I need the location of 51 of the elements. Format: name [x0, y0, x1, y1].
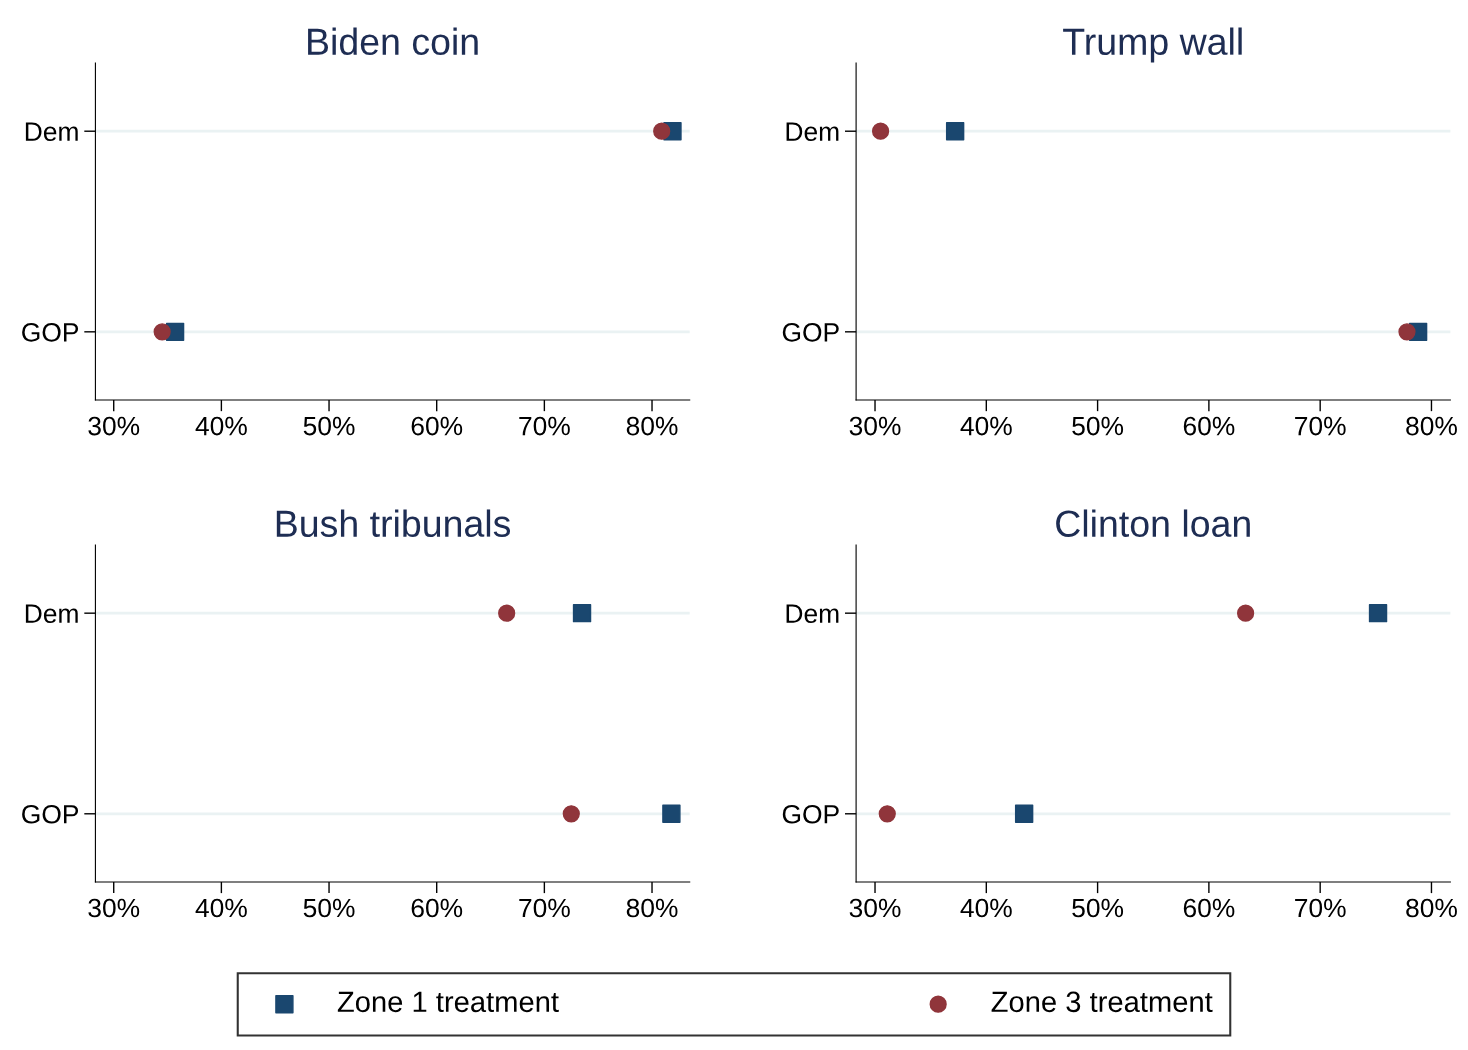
x-tick-label: 70%: [1295, 416, 1346, 436]
x-tick-label: 60%: [1183, 898, 1235, 918]
x-tick-label: 50%: [303, 898, 355, 918]
x-tick-label: 70%: [519, 898, 570, 918]
x-tick-label: 80%: [626, 416, 678, 436]
point: [662, 804, 681, 823]
y-tick-label: GOP: [22, 322, 79, 342]
y-tick-label: Dem: [786, 604, 839, 623]
point: [1236, 604, 1255, 622]
point: [498, 604, 516, 622]
y-tick-label: Dem: [25, 604, 78, 623]
point: [871, 122, 890, 140]
x-tick-label: 40%: [195, 416, 247, 436]
legend-label: Zone 1 treatment: [337, 991, 559, 1013]
point: [153, 323, 171, 341]
y-tick-label: GOP: [782, 804, 839, 824]
legend-label: Zone 3 treatment: [991, 991, 1213, 1013]
x-tick-label: 30%: [88, 898, 140, 918]
x-tick-label: 40%: [195, 898, 247, 918]
point: [653, 122, 671, 140]
x-tick-label: 80%: [1406, 898, 1457, 918]
y-tick-label: GOP: [22, 804, 79, 824]
x-tick-label: 80%: [626, 898, 678, 918]
y-tick-label: GOP: [782, 322, 839, 342]
x-tick-label: 60%: [411, 898, 463, 918]
x-tick-label: 50%: [303, 416, 355, 436]
x-tick-label: 60%: [1183, 416, 1235, 436]
x-tick-label: 40%: [960, 898, 1012, 918]
x-tick-label: 30%: [849, 898, 901, 918]
point: [945, 122, 965, 141]
x-tick-label: 30%: [88, 416, 140, 436]
chart-title: Clinton loan: [1056, 509, 1250, 537]
point: [562, 805, 580, 823]
x-tick-label: 50%: [1072, 416, 1124, 436]
x-tick-label: 70%: [519, 416, 570, 436]
x-tick-label: 40%: [960, 416, 1012, 436]
x-tick-label: 80%: [1406, 416, 1457, 436]
x-tick-label: 30%: [849, 416, 901, 436]
x-tick-label: 70%: [1295, 898, 1346, 918]
x-tick-label: 60%: [411, 416, 463, 436]
point: [878, 805, 896, 823]
y-tick-label: Dem: [25, 122, 78, 142]
chart-title: Bush tribunals: [276, 509, 511, 537]
point: [1398, 323, 1416, 341]
point: [572, 603, 592, 623]
point: [1014, 804, 1034, 823]
chart-title: Trump wall: [1063, 27, 1242, 63]
y-tick-label: Dem: [786, 122, 839, 142]
x-tick-label: 50%: [1072, 898, 1124, 918]
chart-title: Biden coin: [308, 27, 478, 56]
point: [1368, 603, 1388, 623]
